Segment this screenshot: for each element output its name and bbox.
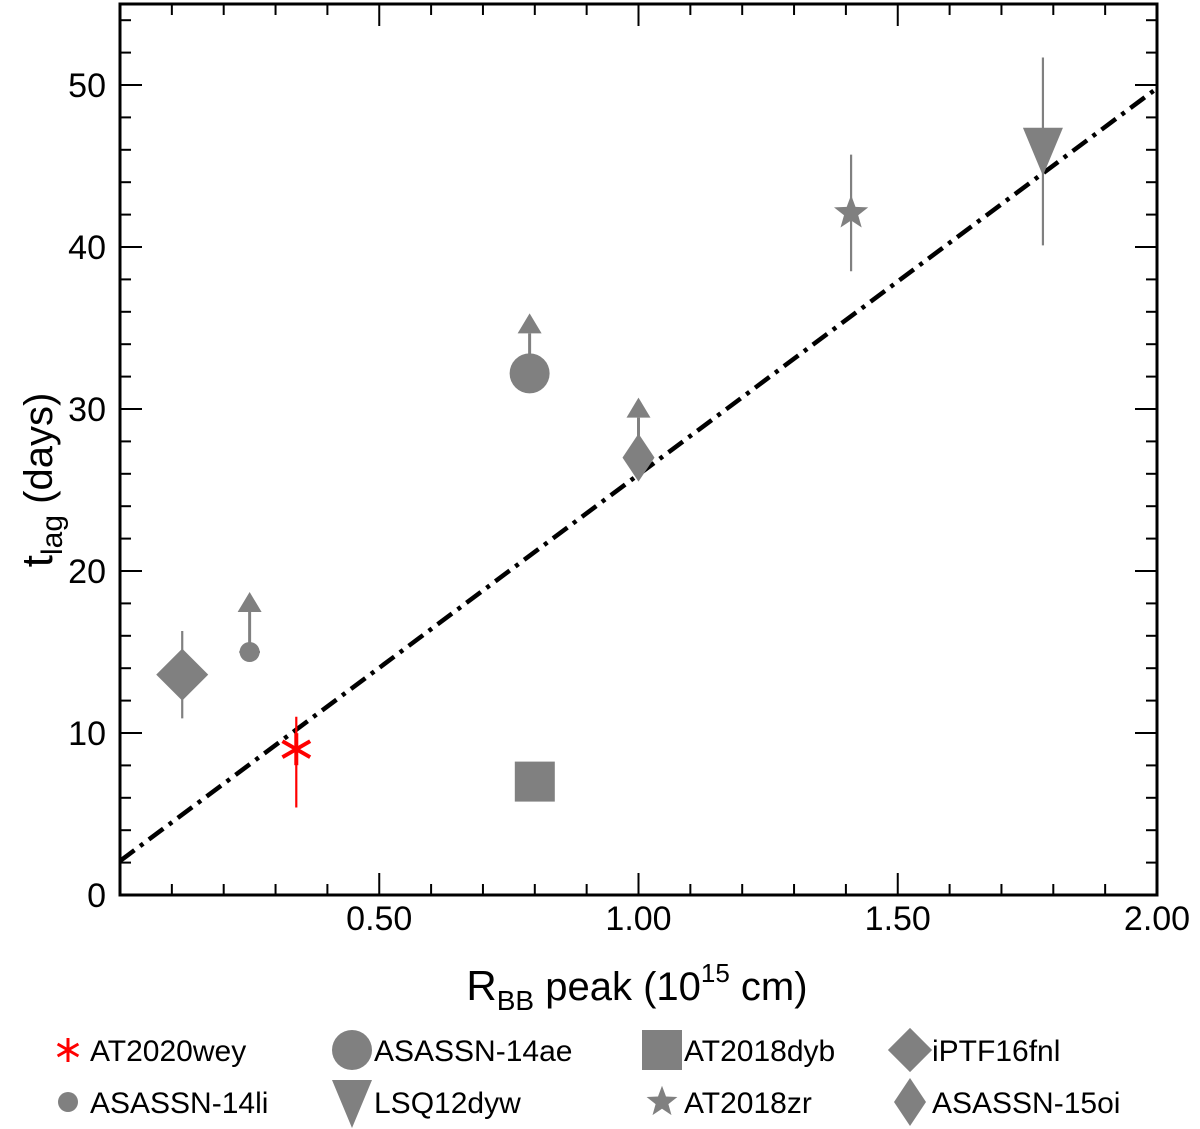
limit-arrow-asassn-14li [237, 592, 262, 612]
legend-label-lsq12dyw: LSQ12dyw [374, 1087, 521, 1120]
legend-marker-lsq12dyw [332, 1080, 372, 1128]
legend-label-at2020wey: AT2020wey [90, 1035, 246, 1068]
legend-label-iptf16fnl: iPTF16fnl [932, 1035, 1060, 1068]
legend-item-asassn-14li: ASASSN-14li [58, 1087, 268, 1120]
marker-asassn-15oi [622, 433, 655, 482]
marker-iptf16fnl [156, 648, 209, 701]
marker-asassn-14li [239, 642, 260, 662]
legend-label-at2018dyb: AT2018dyb [684, 1035, 835, 1068]
x-tick-label: 2.00 [1124, 900, 1190, 938]
point-iptf16fnl [156, 630, 209, 719]
y-tick-label: 20 [68, 553, 106, 591]
marker-asassn-14ae [509, 353, 550, 394]
legend-marker-at2018dyb [642, 1030, 682, 1070]
legend-item-asassn-15oi: ASASSN-15oi [894, 1078, 1120, 1126]
marker-at2018zr [834, 195, 869, 228]
point-asassn-14li [237, 592, 262, 662]
point-at2018zr [834, 154, 869, 272]
y-axis-label-rest: (days) [17, 393, 61, 515]
x-axis-label-rest: peak (10 [534, 965, 701, 1009]
x-axis-label: RBB peak (1015 cm) [466, 958, 807, 1016]
y-tick-label: 10 [68, 715, 106, 753]
y-axis-label-sub: lag [36, 515, 69, 555]
point-asassn-15oi [622, 397, 655, 482]
plot-content [118, 57, 1159, 863]
x-axis-label-main: R [466, 962, 496, 1009]
legend-marker-at2020wey [56, 1038, 80, 1062]
marker-at2020wey [281, 733, 312, 766]
y-axis-label-main: t [13, 555, 62, 567]
legend-label-asassn-14li: ASASSN-14li [90, 1087, 268, 1120]
y-tick-label: 30 [68, 391, 106, 429]
point-asassn-14ae [509, 313, 550, 394]
legend-label-at2018zr: AT2018zr [684, 1087, 812, 1120]
marker-lsq12dyw [1022, 127, 1063, 176]
x-tick-label: 1.00 [605, 900, 671, 938]
legend-marker-asassn-14ae [332, 1030, 372, 1070]
y-tick-label: 50 [68, 67, 106, 105]
legend-marker-asassn-14li [58, 1092, 78, 1112]
limit-arrow-asassn-15oi [626, 397, 651, 418]
legend-item-lsq12dyw: LSQ12dyw [332, 1080, 521, 1128]
legend-item-at2018dyb: AT2018dyb [642, 1030, 835, 1070]
x-tick-label: 0.50 [346, 900, 412, 938]
marker-at2018dyb [514, 761, 555, 802]
axes: 0.50 1.00 1.50 2.00 0 10 20 30 40 50 [68, 2, 1190, 938]
y-tick-label: 0 [87, 877, 106, 915]
legend: AT2020wey ASASSN-14ae AT2018dyb iPTF16fnl AS… [56, 1027, 1120, 1128]
legend-item-asassn-14ae: ASASSN-14ae [332, 1030, 572, 1070]
legend-label-asassn-14ae: ASASSN-14ae [374, 1035, 572, 1068]
x-axis-label-sup: 15 [701, 958, 730, 988]
legend-marker-asassn-15oi [894, 1078, 926, 1126]
marker-at2020wey-stroke [281, 739, 312, 759]
point-at2018dyb [514, 761, 555, 802]
x-axis-label-end: cm) [730, 965, 808, 1009]
legend-label-asassn-15oi: ASASSN-15oi [932, 1087, 1120, 1120]
legend-item-at2018zr: AT2018zr [646, 1085, 812, 1120]
legend-item-iptf16fnl: iPTF16fnl [887, 1027, 1060, 1073]
y-tick-label: 40 [68, 229, 106, 267]
legend-marker-at2018zr [646, 1085, 678, 1116]
point-at2020wey [281, 716, 312, 808]
x-tick-label: 1.50 [865, 900, 931, 938]
point-lsq12dyw [1022, 57, 1063, 246]
legend-marker-at2020wey-stroke [56, 1042, 80, 1058]
limit-arrow-asassn-14ae [517, 313, 542, 334]
y-axis-label: tlag (days) [13, 393, 69, 568]
legend-item-at2020wey: AT2020wey [56, 1035, 246, 1068]
legend-marker-iptf16fnl [887, 1027, 933, 1073]
x-axis-label-sub: BB [497, 985, 534, 1016]
